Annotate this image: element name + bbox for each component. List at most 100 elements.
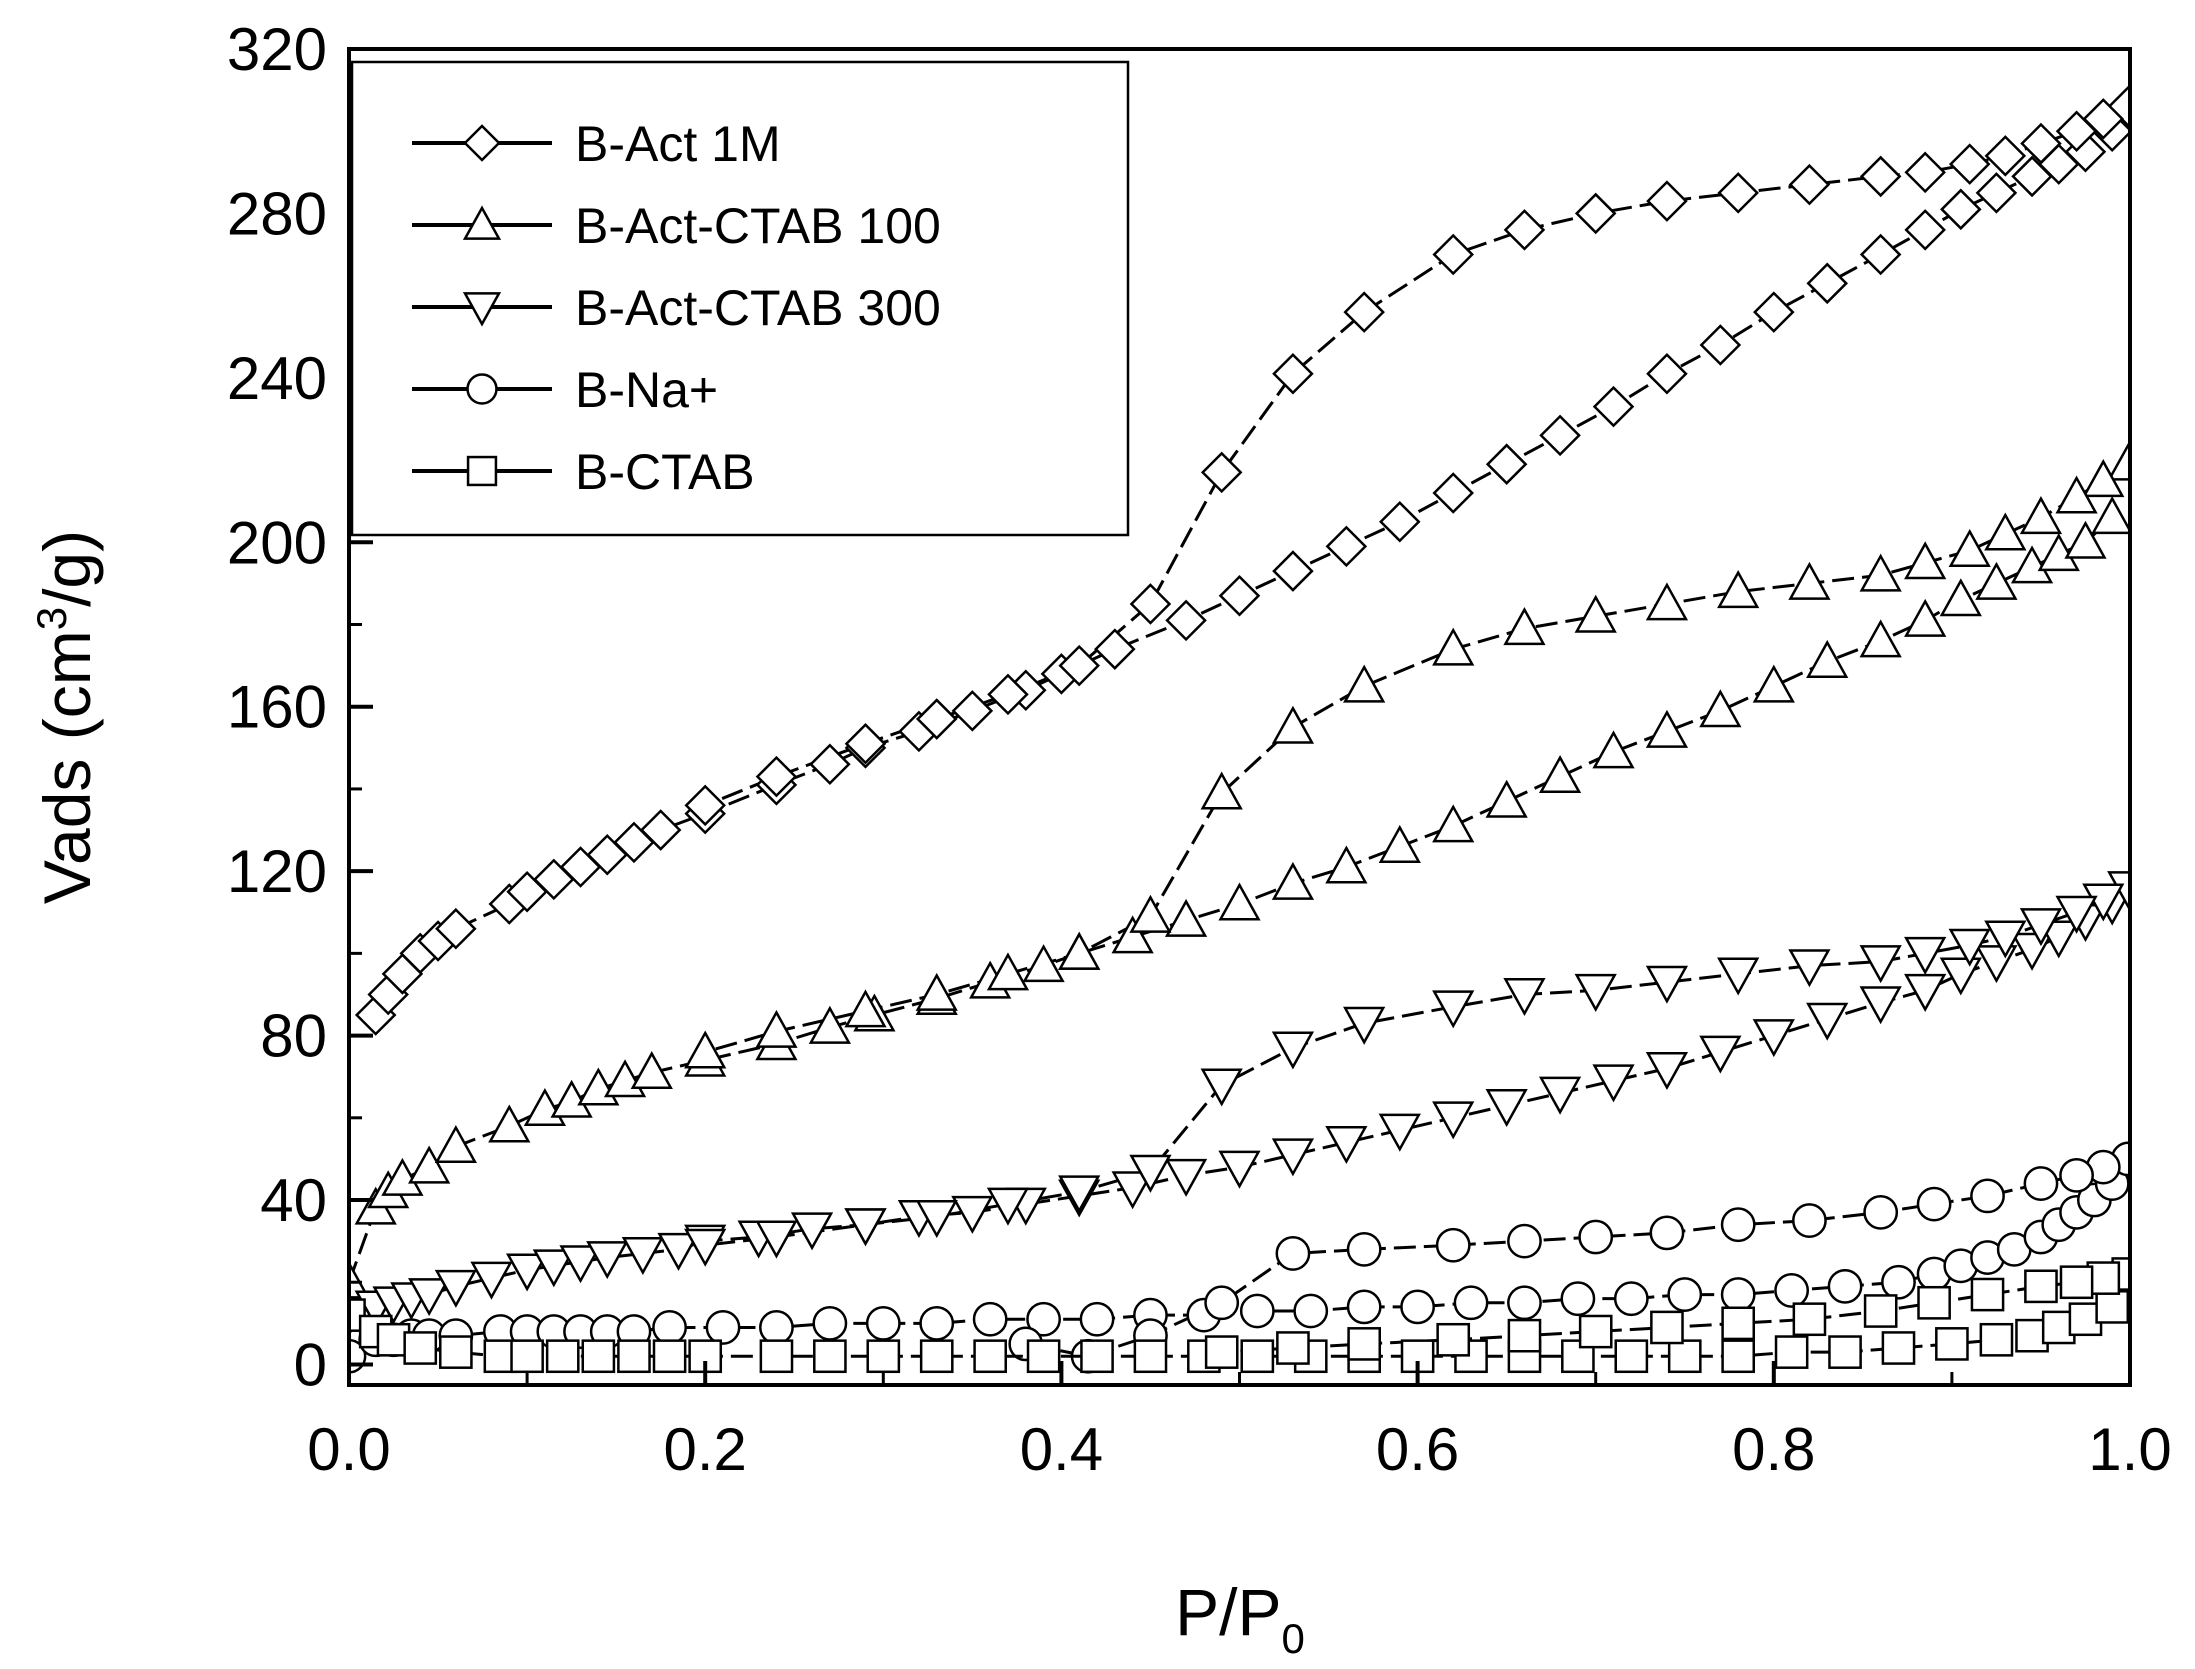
data-point-desorption: [1343, 1006, 1386, 1045]
data-point-desorption: [1503, 978, 1546, 1017]
data-point-desorption: [1276, 1331, 1310, 1365]
legend-label: B-CTAB: [575, 444, 755, 500]
data-point-adsorption: [1325, 1126, 1368, 1165]
data-point-adsorption: [1218, 574, 1261, 617]
data-point-desorption: [2023, 1166, 2059, 1201]
data-point-adsorption: [1485, 1089, 1528, 1128]
data-point-adsorption: [759, 1339, 794, 1374]
data-point-adsorption: [1806, 262, 1848, 305]
data-point-adsorption: [1720, 1277, 1756, 1312]
data-point-desorption: [1792, 1302, 1827, 1337]
data-point-adsorption: [1432, 472, 1474, 514]
data-point-desorption: [1717, 172, 1759, 214]
data-point-adsorption: [510, 1339, 544, 1374]
legend-item-b-act-1m: B-Act 1M: [412, 116, 781, 172]
data-point-adsorption: [1859, 619, 1902, 658]
data-point-adsorption: [1026, 1339, 1061, 1374]
data-point-adsorption: [657, 1232, 700, 1271]
legend: B-Act 1M B-Act-CTAB 100 B-Act-CTAB 300 B-Na…: [350, 60, 1130, 537]
data-point-adsorption: [1721, 1339, 1756, 1374]
data-point-adsorption: [1935, 1327, 1969, 1361]
y-tick-label: 160: [227, 674, 327, 741]
data-point-desorption: [2019, 908, 2063, 947]
data-point-adsorption: [2010, 932, 2054, 971]
data-point-desorption: [684, 784, 726, 827]
data-point-desorption: [1204, 1335, 1239, 1369]
data-point-adsorption: [1026, 1301, 1061, 1337]
data-point-adsorption: [866, 1339, 901, 1374]
data-point-desorption: [2059, 1157, 2094, 1193]
data-point-adsorption: [1165, 599, 1207, 642]
data-point-desorption: [844, 989, 887, 1028]
data-point-adsorption: [1774, 1335, 1809, 1369]
data-point-adsorption: [1592, 730, 1635, 769]
data-point-adsorption: [1325, 525, 1368, 568]
data-point-adsorption: [1272, 550, 1314, 592]
legend-item-b-ctab: B-CTAB: [412, 444, 755, 500]
data-point-desorption: [1948, 528, 1991, 567]
data-point-adsorption: [1881, 1331, 1916, 1365]
data-point-adsorption: [1560, 1281, 1596, 1317]
data-point-desorption: [1343, 664, 1386, 703]
data-point-desorption: [1984, 920, 2027, 959]
data-point-adsorption: [705, 1310, 741, 1345]
data-point-desorption: [1435, 1227, 1471, 1263]
data-point-desorption: [1129, 583, 1172, 625]
data-point-adsorption: [919, 1305, 955, 1341]
data-point-adsorption: [790, 1212, 834, 1251]
y-tick-label: 320: [227, 16, 327, 83]
data-point-desorption: [2055, 475, 2098, 514]
data-point-adsorption: [349, 1260, 371, 1299]
data-point-adsorption: [1271, 861, 1315, 900]
data-point-desorption: [1503, 607, 1546, 646]
y-axis-title-main: Vads (cm: [30, 630, 104, 904]
data-point-desorption: [1574, 973, 1617, 1012]
y-axis-title-end: /g): [30, 530, 104, 607]
data-point-desorption: [1432, 990, 1475, 1029]
data-point-adsorption: [1806, 1002, 1849, 1041]
data-point-adsorption: [581, 1339, 616, 1374]
data-point-adsorption: [2064, 520, 2107, 559]
data-point-adsorption: [1432, 804, 1475, 843]
data-point-desorption: [1904, 151, 1946, 194]
data-point-desorption: [1948, 928, 1991, 967]
data-point-adsorption: [1753, 291, 1795, 333]
data-point-adsorption: [1939, 578, 1982, 617]
data-point-adsorption: [652, 1310, 687, 1345]
data-point-adsorption: [1111, 915, 1154, 954]
data-point-desorption: [1129, 1154, 1172, 1193]
data-point-desorption: [1788, 163, 1831, 206]
y-tick-label: 120: [227, 838, 327, 905]
data-point-desorption: [1904, 936, 1947, 975]
data-point-adsorption: [1939, 957, 1982, 996]
legend-item-b-act-ctab-100: B-Act-CTAB 100: [412, 198, 941, 254]
data-point-desorption: [1859, 945, 1902, 984]
y-tick-label: 200: [227, 509, 327, 576]
data-point-desorption: [1970, 1178, 2005, 1214]
series-b-act-ctab-300: [349, 871, 2130, 1337]
legend-label: B-Act-CTAB 300: [575, 280, 941, 336]
data-point-desorption: [915, 698, 958, 740]
data-point-adsorption: [1271, 1138, 1315, 1177]
data-point-adsorption: [951, 690, 994, 732]
data-point-desorption: [1863, 1294, 1898, 1328]
data-point-desorption: [1717, 957, 1760, 996]
data-point-adsorption: [1667, 1277, 1703, 1312]
data-point-adsorption: [1293, 1293, 1329, 1329]
data-point-adsorption: [1164, 898, 1208, 937]
data-point-desorption: [1984, 135, 2027, 177]
data-point-adsorption: [2091, 496, 2130, 535]
legend-item-b-na: B-Na+: [412, 362, 718, 418]
data-point-desorption: [1432, 233, 1474, 276]
data-point-adsorption: [1667, 1339, 1702, 1374]
data-point-adsorption: [630, 1051, 673, 1090]
data-point-adsorption: [1699, 689, 1742, 728]
data-point-desorption: [1578, 1219, 1614, 1255]
data-point-desorption: [1574, 594, 1617, 633]
data-point-adsorption: [1094, 628, 1136, 670]
data-point-adsorption: [435, 907, 477, 950]
data-point-adsorption: [1975, 561, 2018, 600]
data-point-adsorption: [1752, 664, 1795, 703]
data-point-adsorption: [1806, 639, 1849, 678]
